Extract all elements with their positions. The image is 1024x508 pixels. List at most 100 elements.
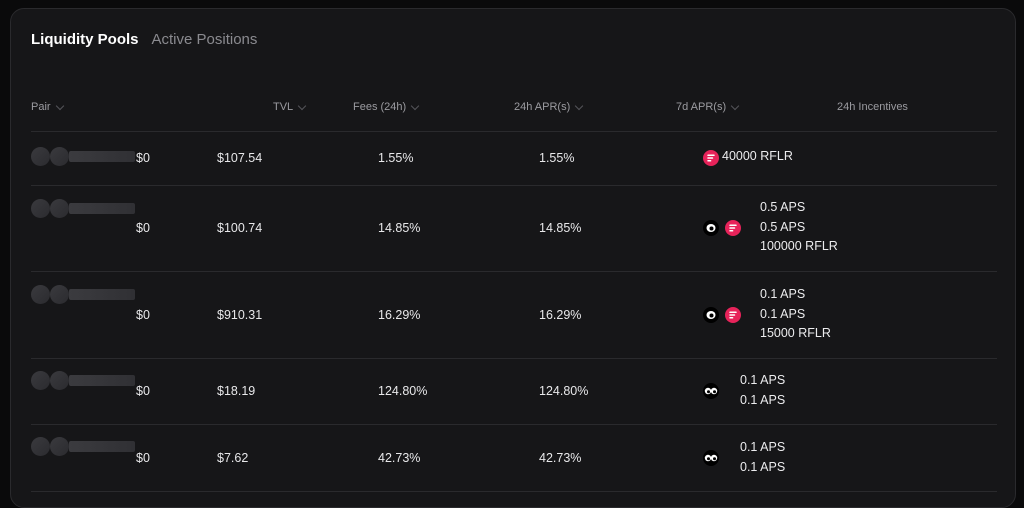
liquidity-pools-panel: Liquidity Pools Active Positions Pair TV… bbox=[10, 8, 1016, 508]
pair-token-icons bbox=[31, 371, 135, 390]
incentive-amount: 0.1 APS bbox=[740, 373, 786, 387]
pair-name-placeholder bbox=[69, 375, 135, 386]
apr-24h-value: 1.55% bbox=[539, 151, 575, 165]
pair-token-icons bbox=[31, 285, 135, 304]
table-row[interactable]: $0 $18.19 124.80% 124.80% 0.1 APS 0.1 AP… bbox=[11, 359, 1017, 424]
pair-value: $0 bbox=[136, 151, 150, 165]
table-header: Pair TVL Fees (24h) 24h APR(s) 7d APR(s)… bbox=[31, 101, 997, 131]
column-header-apr-7d[interactable]: 7d APR(s) bbox=[676, 101, 740, 113]
apr-24h-value: 16.29% bbox=[539, 308, 582, 322]
apr-24h-value: 42.73% bbox=[539, 451, 582, 465]
pair-value: $0 bbox=[136, 308, 150, 322]
rflr-icon bbox=[703, 150, 719, 166]
aps-icon bbox=[703, 450, 719, 466]
chevron-down-icon bbox=[575, 101, 584, 110]
incentive-amount: 0.1 APS bbox=[760, 287, 806, 301]
apr-24h-value: 14.85% bbox=[539, 221, 582, 235]
tab-active-positions[interactable]: Active Positions bbox=[151, 31, 258, 48]
token-icon bbox=[50, 437, 69, 456]
incentive-amount: 0.5 APS bbox=[760, 219, 806, 234]
pair-token-icons bbox=[31, 147, 135, 166]
column-header-pair[interactable]: Pair bbox=[31, 101, 64, 113]
column-label-tvl: TVL bbox=[273, 101, 294, 113]
column-header-incentives: 24h Incentives bbox=[837, 101, 908, 113]
token-icon bbox=[31, 147, 50, 166]
incentive-amount: 0.5 APS bbox=[760, 200, 806, 214]
chevron-down-icon bbox=[297, 101, 307, 110]
token-icon bbox=[31, 199, 50, 218]
pair-value: $0 bbox=[136, 384, 150, 398]
chevron-down-icon bbox=[730, 101, 740, 110]
divider bbox=[31, 271, 997, 272]
token-icon bbox=[50, 147, 69, 166]
incentive-icons bbox=[703, 450, 719, 466]
tab-bar: Liquidity Pools Active Positions bbox=[31, 31, 257, 48]
rflr-icon bbox=[725, 220, 741, 236]
pair-name-placeholder bbox=[69, 151, 135, 162]
table-row[interactable]: $0 $7.62 42.73% 42.73% 0.1 APS 0.1 APS bbox=[11, 425, 1017, 491]
column-label-fees: Fees (24h) bbox=[353, 101, 407, 113]
incentive-icons bbox=[703, 307, 741, 323]
incentive-amount: 100000 RFLR bbox=[760, 239, 838, 253]
pair-name-placeholder bbox=[69, 203, 135, 214]
fees-value: 1.55% bbox=[378, 151, 414, 165]
pair-token-icons bbox=[31, 199, 135, 218]
tvl-value: $7.62 bbox=[217, 451, 249, 465]
column-header-tvl[interactable]: TVL bbox=[273, 101, 307, 113]
column-header-fees[interactable]: Fees (24h) bbox=[353, 101, 420, 113]
fees-value: 42.73% bbox=[378, 451, 421, 465]
aps-icon bbox=[703, 307, 719, 323]
incentive-list: 0.5 APS 0.5 APS 100000 RFLR bbox=[760, 198, 838, 257]
table-row[interactable]: $0 $107.54 1.55% 1.55% 40000 RFLR bbox=[11, 132, 1017, 185]
chevron-down-icon bbox=[55, 101, 64, 110]
incentive-list: 0.1 APS 0.1 APS bbox=[740, 438, 785, 477]
table-row[interactable]: $0 $100.74 14.85% 14.85% 0.5 APS 0.5 APS… bbox=[11, 186, 1017, 271]
aps-icon bbox=[703, 220, 719, 236]
incentive-list: 0.1 APS 0.1 APS bbox=[740, 371, 785, 410]
incentive-icons bbox=[703, 383, 719, 399]
token-icon bbox=[31, 371, 50, 390]
pair-value: $0 bbox=[136, 451, 150, 465]
pair-token-icons bbox=[31, 437, 135, 456]
tvl-value: $100.74 bbox=[217, 221, 263, 235]
rflr-icon bbox=[725, 307, 741, 323]
incentive-list: 40000 RFLR bbox=[722, 147, 793, 167]
token-icon bbox=[50, 285, 69, 304]
incentive-amount: 0.1 APS bbox=[760, 306, 806, 321]
fees-value: 124.80% bbox=[378, 384, 428, 398]
incentive-amount: 0.1 APS bbox=[740, 459, 786, 474]
aps-icon bbox=[703, 383, 719, 399]
column-header-apr-24h[interactable]: 24h APR(s) bbox=[514, 101, 584, 113]
token-icon bbox=[50, 199, 69, 218]
tvl-value: $107.54 bbox=[217, 151, 263, 165]
apr-24h-value: 124.80% bbox=[539, 384, 589, 398]
incentive-amount: 15000 RFLR bbox=[760, 326, 831, 340]
incentive-icons bbox=[703, 220, 741, 236]
chevron-down-icon bbox=[410, 101, 420, 110]
table-row[interactable]: $0 $910.31 16.29% 16.29% 0.1 APS 0.1 APS… bbox=[11, 272, 1017, 358]
pair-name-placeholder bbox=[69, 289, 135, 300]
incentive-amount: 0.1 APS bbox=[740, 440, 786, 454]
token-icon bbox=[31, 437, 50, 456]
incentive-amount: 0.1 APS bbox=[740, 392, 786, 407]
tvl-value: $910.31 bbox=[217, 308, 263, 322]
column-label-apr-7d: 7d APR(s) bbox=[676, 101, 727, 113]
divider bbox=[31, 185, 997, 186]
tvl-value: $18.19 bbox=[217, 384, 256, 398]
incentive-list: 0.1 APS 0.1 APS 15000 RFLR bbox=[760, 285, 831, 344]
column-label-pair: Pair bbox=[31, 101, 51, 113]
column-label-apr-24h: 24h APR(s) bbox=[514, 101, 571, 113]
divider bbox=[31, 358, 997, 359]
fees-value: 16.29% bbox=[378, 308, 421, 322]
token-icon bbox=[31, 285, 50, 304]
incentive-amount: 40000 RFLR bbox=[722, 149, 793, 163]
pair-name-placeholder bbox=[69, 441, 135, 452]
token-icon bbox=[50, 371, 69, 390]
divider bbox=[31, 424, 997, 425]
column-label-incentives: 24h Incentives bbox=[837, 101, 908, 113]
tab-liquidity-pools[interactable]: Liquidity Pools bbox=[31, 31, 139, 48]
pair-value: $0 bbox=[136, 221, 150, 235]
divider bbox=[31, 491, 997, 492]
divider bbox=[31, 131, 997, 132]
incentive-icons bbox=[703, 150, 719, 166]
